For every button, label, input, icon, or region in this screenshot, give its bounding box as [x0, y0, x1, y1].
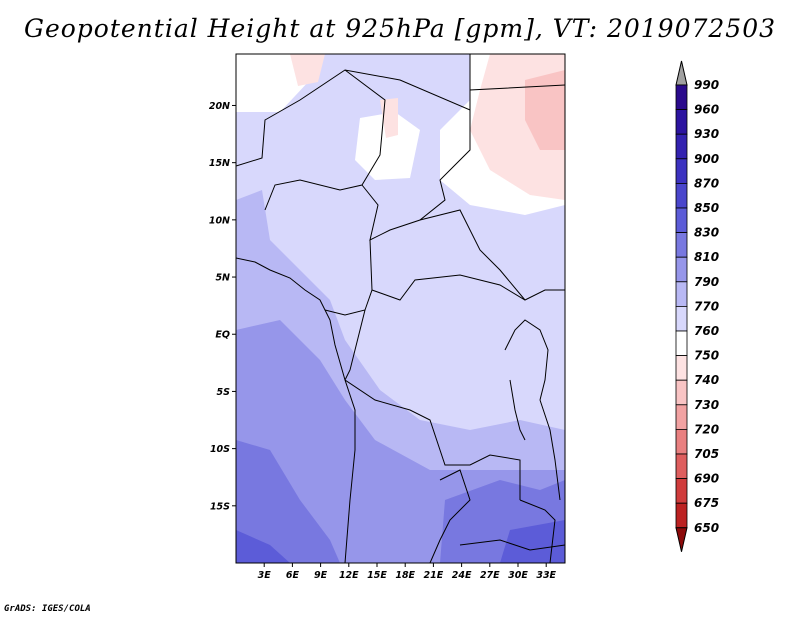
lon-tick-label: 15E: [367, 570, 387, 581]
colorbar-label: 720: [694, 422, 719, 436]
lat-tick-label: 20N: [209, 101, 230, 112]
plot-frame: [235, 53, 566, 564]
colorbar-label: 675: [694, 496, 719, 510]
lon-tick-label: 9E: [314, 570, 328, 581]
lat-tick-label: 15S: [210, 501, 230, 512]
colorbar-swatch: [675, 404, 688, 430]
colorbar-swatch: [675, 453, 688, 480]
colorbar-top-arrow: [675, 60, 688, 86]
colorbar-label: 810: [694, 250, 719, 264]
colorbar-label: 870: [694, 176, 719, 190]
colorbar-label: 830: [694, 226, 719, 240]
colorbar-label: 730: [694, 398, 719, 412]
colorbar-label: 900: [694, 152, 719, 166]
colorbar-label: 740: [694, 373, 719, 387]
colorbar-label: 760: [694, 324, 719, 338]
field-760-west: [236, 54, 310, 112]
colorbar-swatch: [675, 84, 688, 111]
colorbar-bottom-arrow: [675, 527, 688, 552]
lon-tick-label: 3E: [258, 570, 272, 581]
map-title: Geopotential Height at 925hPa [gpm], VT:…: [23, 14, 777, 43]
colorbar-label: 650: [694, 521, 719, 535]
colorbar-label: 990: [694, 78, 719, 92]
colorbar-label: 750: [694, 349, 719, 363]
colorbar-swatch: [675, 133, 688, 160]
colorbar-swatch: [675, 158, 688, 184]
colorbar-label: 690: [694, 472, 719, 486]
colorbar-swatch: [675, 502, 688, 529]
colorbar-swatch: [675, 355, 688, 381]
credit-text: GrADS: IGES/COLA: [4, 604, 91, 614]
lat-tick-label: 10N: [209, 215, 230, 226]
colorbar-swatch: [675, 109, 688, 135]
field-850: [236, 520, 565, 563]
lon-tick-label: 12E: [339, 570, 359, 581]
lon-tick-label: 21E: [424, 570, 444, 581]
lat-tick-label: 10S: [210, 444, 230, 455]
lat-tick-label: EQ: [215, 330, 230, 341]
lon-tick-label: 33E: [536, 570, 556, 581]
map-axes: 20N 15N 10N 5N EQ 5S 10S 15S 3E 6E 9E 12E 15E 18E 21E 2…: [209, 101, 557, 581]
colorbar-swatch: [675, 428, 688, 455]
colorbar-swatch: [675, 256, 688, 283]
colorbar-swatch: [675, 182, 688, 209]
colorbar-label: 960: [694, 103, 719, 117]
boundaries: [236, 54, 565, 563]
colorbar-swatch: [675, 281, 688, 307]
colorbar-label: 705: [694, 447, 719, 461]
colorbar-swatch: [675, 330, 688, 357]
field-750-north: [290, 54, 325, 86]
lon-tick-label: 27E: [480, 570, 500, 581]
colorbar: 990 960 930 900 870 850 830 810 790 770 760 750 740 7…: [675, 60, 719, 552]
colorbar-swatch: [675, 232, 688, 258]
colorbar-swatch: [675, 305, 688, 332]
lon-tick-label: 24E: [452, 570, 472, 581]
colorbar-swatch: [675, 379, 688, 406]
lat-tick-label: 5N: [215, 273, 230, 284]
colorbar-label: 770: [694, 299, 719, 313]
lon-tick-label: 6E: [286, 570, 300, 581]
lat-tick-label: 5S: [217, 387, 231, 398]
field-830: [236, 440, 565, 563]
lon-tick-label: 30E: [508, 570, 528, 581]
colorbar-label: 850: [694, 201, 719, 215]
colorbar-label: 930: [694, 127, 719, 141]
colorbar-label: 790: [694, 275, 719, 289]
height-field: [236, 54, 565, 563]
lon-tick-label: 18E: [395, 570, 415, 581]
lat-tick-label: 15N: [209, 158, 230, 169]
colorbar-swatch: [675, 478, 688, 504]
field-740: [525, 70, 565, 150]
colorbar-swatch: [675, 207, 688, 234]
